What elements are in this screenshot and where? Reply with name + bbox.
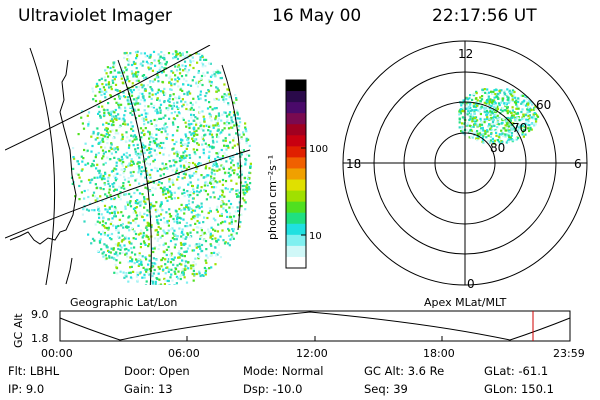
apex-label: Apex MLat/MLT — [424, 296, 507, 309]
alt-xtick: 12:00 — [296, 347, 328, 360]
alt-ytick-bottom: 1.8 — [31, 332, 49, 345]
info-gcalt: GC Alt: 3.6 Re — [364, 364, 445, 378]
info-dsp: Dsp: -10.0 — [243, 382, 303, 396]
coastline — [9, 59, 77, 245]
instrument-title: Ultraviolet Imager — [18, 6, 172, 26]
altitude-curve — [59, 311, 571, 341]
mlt-label-18: 18 — [346, 157, 361, 171]
info-door: Door: Open — [124, 364, 190, 378]
mlat-label-60: 60 — [536, 98, 551, 112]
alt-xtick: 06:00 — [168, 347, 200, 360]
colorbar-tick-10: 10 — [309, 231, 322, 242]
altitude-strip — [59, 310, 571, 342]
mlt-label-12: 12 — [458, 47, 473, 61]
altitude-ylabel: GC Alt — [12, 313, 25, 348]
coastline — [65, 257, 73, 285]
info-glon: GLon: 150.1 — [484, 382, 554, 396]
alt-xtick: 23:59 — [553, 347, 585, 360]
geographic-image — [5, 45, 252, 285]
geo-grid-line — [221, 64, 242, 231]
geo-grid-line — [29, 47, 56, 285]
time-label: 22:17:56 UT — [432, 6, 537, 26]
info-glat: GLat: -61.1 — [484, 364, 549, 378]
alt-xtick: 18:00 — [423, 347, 455, 360]
color-bar — [285, 79, 307, 269]
geo-grid-line — [5, 149, 251, 239]
info-seq: Seq: 39 — [364, 382, 408, 396]
mlt-label-6: 6 — [574, 157, 582, 171]
mlat-label-70: 70 — [512, 121, 527, 135]
date-label: 16 May 00 — [272, 6, 362, 26]
alt-ytick-top: 9.0 — [31, 308, 49, 321]
colorbar-tick-100: 100 — [309, 144, 328, 155]
mlat-label-80: 80 — [490, 141, 505, 155]
info-mode: Mode: Normal — [243, 364, 324, 378]
alt-xtick: 00:00 — [41, 347, 73, 360]
polar-plot — [342, 40, 588, 286]
geo-grid-line — [117, 59, 152, 285]
geo-grid-line — [5, 45, 211, 151]
info-ip: IP: 9.0 — [8, 382, 45, 396]
colorbar-unit-label: photon cm⁻²s⁻¹ — [266, 155, 279, 240]
mlt-label-0: 0 — [467, 277, 475, 291]
info-flt: Flt: LBHL — [8, 364, 60, 378]
geographic-label: Geographic Lat/Lon — [70, 296, 178, 309]
info-gain: Gain: 13 — [124, 382, 173, 396]
